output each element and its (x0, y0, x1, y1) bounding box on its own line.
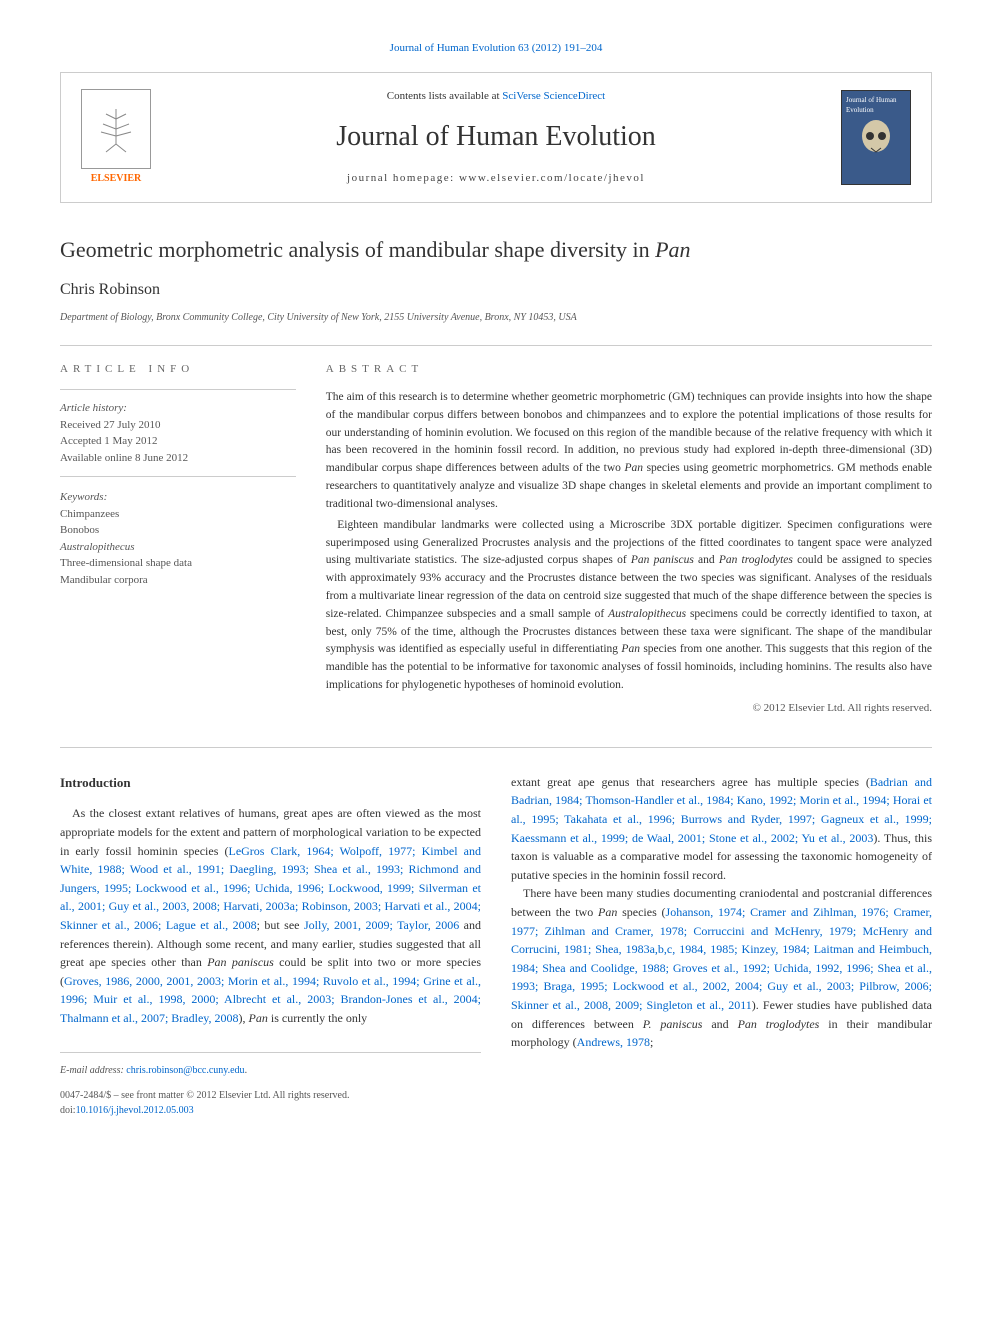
history-received: Received 27 July 2010 (60, 417, 296, 434)
abstract-heading: abstract (326, 361, 932, 378)
article-info-column: article info Article history: Received 2… (60, 361, 296, 717)
body-text-segment: extant great ape genus that researchers … (511, 775, 870, 789)
title-italic: Pan (655, 237, 690, 262)
cover-label: Journal of Human Evolution (846, 95, 906, 116)
body-text-segment: ; (650, 1035, 653, 1049)
doi-label: doi: (60, 1105, 76, 1116)
keyword-item: Mandibular corpora (60, 572, 296, 589)
doi-line: doi:10.1016/j.jhevol.2012.05.003 (60, 1103, 481, 1118)
skull-icon (856, 116, 896, 166)
scidirect-link[interactable]: SciVerse ScienceDirect (502, 90, 605, 102)
article-title: Geometric morphometric analysis of mandi… (60, 233, 932, 266)
abstract-text: The aim of this research is to determine… (326, 389, 932, 717)
body-text-segment: is currently the only (268, 1011, 367, 1025)
keyword-item: Australopithecus (60, 539, 296, 556)
header-center: Contents lists available at SciVerse Sci… (151, 88, 841, 187)
contents-line: Contents lists available at SciVerse Sci… (151, 88, 841, 105)
body-italic: Pan (598, 905, 617, 919)
history-online: Available online 8 June 2012 (60, 450, 296, 467)
abstract-italic: Pan troglodytes (719, 554, 793, 566)
elsevier-label: ELSEVIER (81, 171, 151, 186)
body-text-segment: and (702, 1017, 737, 1031)
copyright: © 2012 Elsevier Ltd. All rights reserved… (326, 700, 932, 717)
citation-link[interactable]: Johanson, 1974; Cramer and Zihlman, 1976… (511, 905, 932, 1012)
author-name: Chris Robinson (60, 278, 932, 302)
body-italic: Pan troglodytes (738, 1017, 820, 1031)
keyword-item: Chimpanzees (60, 506, 296, 523)
abstract-para2: Eighteen mandibular landmarks were colle… (326, 517, 932, 695)
abstract-italic: Pan (621, 643, 640, 655)
journal-reference: Journal of Human Evolution 63 (2012) 191… (60, 40, 932, 57)
introduction-heading: Introduction (60, 773, 481, 793)
history-accepted: Accepted 1 May 2012 (60, 433, 296, 450)
doi-link[interactable]: 10.1016/j.jhevol.2012.05.003 (76, 1105, 194, 1116)
abstract-italic: Australopithecus (608, 608, 686, 620)
keywords-list: ChimpanzeesBonobosAustralopithecusThree-… (60, 506, 296, 589)
body-columns: Introduction As the closest extant relat… (60, 773, 932, 1119)
intro-para1: As the closest extant relatives of human… (60, 804, 481, 1027)
body-text-segment: species ( (617, 905, 665, 919)
footer-area: E-mail address: chris.robinson@bcc.cuny.… (60, 1052, 481, 1118)
body-text-segment: ), (239, 1011, 249, 1025)
journal-header-box: ELSEVIER Contents lists available at Sci… (60, 72, 932, 203)
history-label: Article history: (60, 400, 296, 417)
abstract-column: abstract The aim of this research is to … (326, 361, 932, 717)
elsevier-tree-icon (91, 104, 141, 154)
body-text-segment: ; but see (257, 918, 304, 932)
homepage-line: journal homepage: www.elsevier.com/locat… (151, 170, 841, 187)
intro-para1-cont: extant great ape genus that researchers … (511, 773, 932, 885)
body-italic: Pan paniscus (207, 955, 274, 969)
abstract-text-segment: and (694, 554, 719, 566)
journal-name: Journal of Human Evolution (151, 116, 841, 158)
affiliation: Department of Biology, Bronx Community C… (60, 310, 932, 325)
body-right-column: extant great ape genus that researchers … (511, 773, 932, 1119)
intro-para2: There have been many studies documenting… (511, 884, 932, 1051)
abstract-para1: The aim of this research is to determine… (326, 389, 932, 514)
email-label: E-mail address: (60, 1065, 124, 1076)
body-italic: P. paniscus (643, 1017, 703, 1031)
homepage-prefix: journal homepage: (347, 172, 459, 184)
citation-link[interactable]: Jolly, 2001, 2009; Taylor, 2006 (304, 918, 459, 932)
abstract-italic: Pan paniscus (631, 554, 694, 566)
abstract-italic: Pan (624, 462, 643, 474)
journal-cover-thumbnail: Journal of Human Evolution (841, 90, 911, 185)
email-link[interactable]: chris.robinson@bcc.cuny.edu (126, 1065, 244, 1076)
issn-line: 0047-2484/$ – see front matter © 2012 El… (60, 1088, 481, 1103)
elsevier-logo: ELSEVIER (81, 89, 151, 186)
divider (60, 747, 932, 748)
email-line: E-mail address: chris.robinson@bcc.cuny.… (60, 1063, 481, 1078)
title-main: Geometric morphometric analysis of mandi… (60, 237, 655, 262)
divider (60, 389, 296, 390)
citation-link[interactable]: Andrews, 1978 (577, 1035, 650, 1049)
contents-prefix: Contents lists available at (387, 90, 502, 102)
keyword-item: Bonobos (60, 522, 296, 539)
body-left-column: Introduction As the closest extant relat… (60, 773, 481, 1119)
body-italic: Pan (249, 1011, 268, 1025)
info-abstract-row: article info Article history: Received 2… (60, 345, 932, 717)
homepage-url: www.elsevier.com/locate/jhevol (459, 172, 645, 184)
keywords-label: Keywords: (60, 489, 296, 506)
article-info-heading: article info (60, 361, 296, 378)
divider (60, 476, 296, 477)
keyword-item: Three-dimensional shape data (60, 555, 296, 572)
